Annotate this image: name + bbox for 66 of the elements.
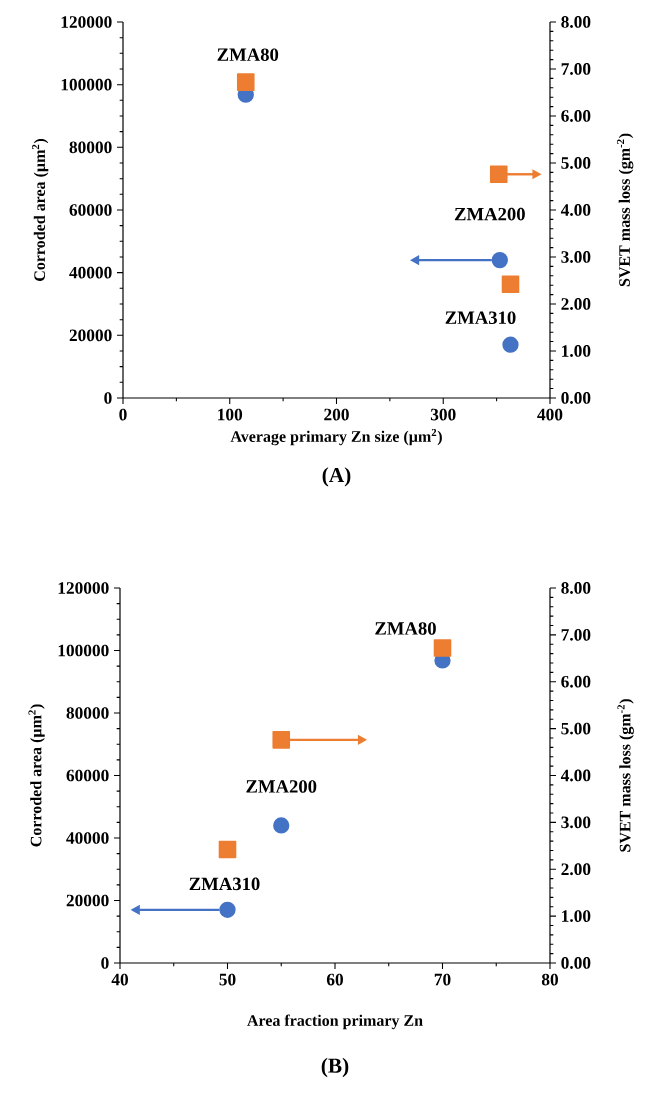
y2-tick-label: 0.00 — [561, 392, 591, 404]
x-axis-title: Average primary Zn size (µm$^{2}$) — [230, 428, 442, 446]
text: (B) — [321, 1057, 349, 1078]
annotation: ZMA310 — [445, 311, 516, 325]
annotation: ZMA80 — [217, 48, 279, 61]
x-tick-label: 300 — [430, 408, 456, 421]
y-tick-label: 100000 — [61, 78, 112, 91]
y-tick-label: 100000 — [58, 644, 109, 657]
point — [236, 73, 255, 91]
y-tick-label: 80000 — [69, 141, 112, 154]
x-tick-label: 40 — [111, 973, 129, 986]
point — [218, 840, 237, 859]
y-tick-label: 20000 — [69, 329, 112, 342]
y2-tick-label: 8.00 — [561, 582, 591, 594]
y-tick-label: 20000 — [66, 894, 109, 907]
y-axis-title: Corroded area (µm$^{2}$) — [32, 138, 49, 281]
y-tick-label: 120000 — [58, 582, 109, 594]
y2-tick-label: 0.00 — [561, 957, 591, 969]
point — [491, 251, 508, 269]
annotation: ZMA80 — [375, 622, 436, 635]
y-tick-label: 80000 — [66, 707, 109, 719]
x-tick-label: 60 — [326, 973, 344, 986]
x-tick-label: 50 — [219, 973, 236, 986]
y2-tick-label: 8.00 — [561, 16, 591, 28]
x-tick-label: 80 — [541, 973, 558, 986]
y2-tick-label: 1.00 — [562, 910, 591, 923]
y2-tick-label: 7.00 — [561, 63, 591, 75]
point — [272, 731, 291, 749]
x-axis-title: Area fraction primary Zn — [247, 1014, 423, 1030]
point — [433, 639, 452, 657]
y-axis-title: Corroded area (µm$^{2}$) — [28, 704, 45, 847]
point — [501, 275, 520, 294]
y2-tick-label: 4.00 — [560, 204, 591, 216]
x-tick-label: 100 — [218, 408, 243, 421]
x-tick-label: 0 — [119, 408, 127, 421]
y2-tick-label: 3.00 — [561, 816, 591, 829]
y2-axis-title: SVET mass loss (gm$^{-2}$) — [617, 699, 634, 852]
y-tick-label: 120000 — [61, 16, 112, 28]
y2-tick-label: 5.00 — [561, 722, 591, 735]
y2-tick-label: 6.00 — [561, 110, 591, 122]
annotation: ZMA200 — [246, 780, 317, 793]
x-tick-label: 400 — [537, 408, 563, 421]
y-tick-label: 40000 — [69, 266, 112, 279]
y-tick-label: 60000 — [69, 204, 112, 216]
annotation: ZMA200 — [454, 207, 525, 221]
y-tick-label: 60000 — [66, 769, 109, 782]
x-tick-label: 200 — [324, 408, 349, 421]
y-tick-label: 0 — [101, 957, 109, 969]
point — [219, 901, 236, 918]
y-tick-label: 40000 — [66, 832, 109, 844]
y2-tick-label: 5.00 — [561, 157, 591, 169]
y2-tick-label: 3.00 — [561, 251, 591, 263]
point — [273, 817, 290, 834]
y2-tick-label: 7.00 — [561, 628, 591, 641]
y2-tick-label: 1.00 — [562, 345, 591, 357]
point — [502, 336, 519, 353]
point — [489, 165, 508, 184]
y2-tick-label: 6.00 — [561, 675, 591, 688]
annotation: ZMA310 — [189, 877, 260, 891]
y2-axis-title: SVET mass loss (gm$^{-2}$) — [616, 133, 634, 287]
y2-tick-label: 4.00 — [560, 769, 591, 782]
y2-tick-label: 2.00 — [561, 298, 591, 310]
y2-tick-label: 2.00 — [561, 863, 591, 876]
text: (A) — [322, 467, 351, 487]
x-tick-label: 70 — [434, 973, 451, 986]
y-tick-label: 0 — [104, 392, 112, 404]
